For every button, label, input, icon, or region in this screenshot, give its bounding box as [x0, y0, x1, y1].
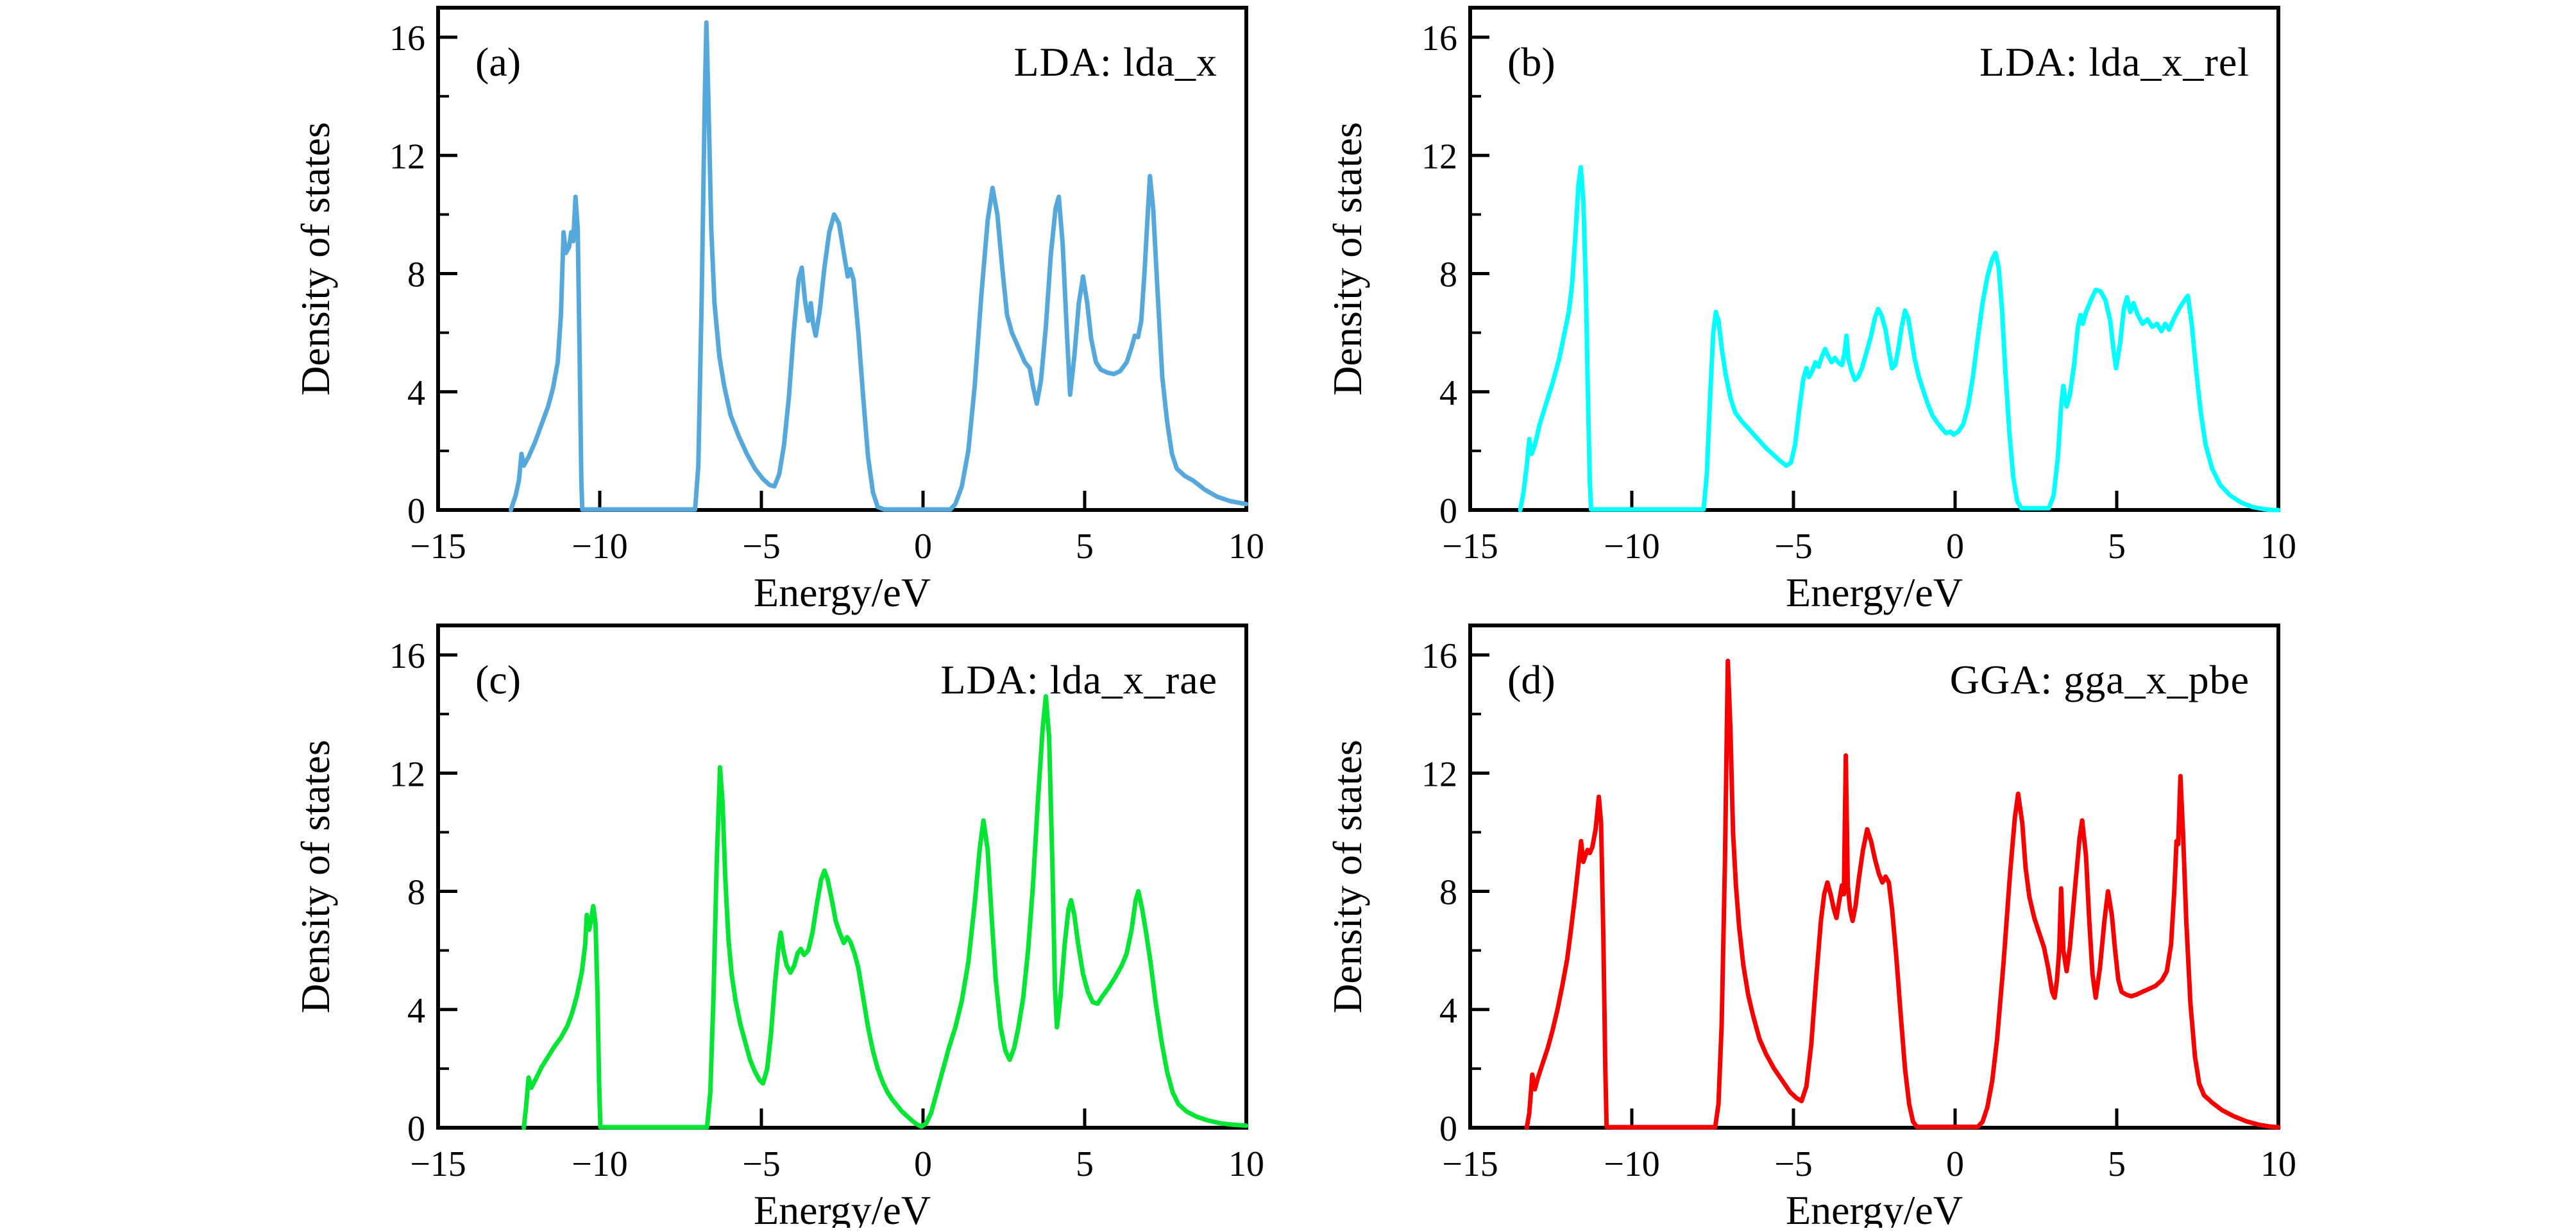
y-tick-label: 0 — [1439, 491, 1457, 531]
x-axis-label: Energy/eV — [1786, 570, 1963, 615]
x-tick-label: 0 — [1946, 527, 1964, 566]
y-tick-label: 8 — [407, 873, 425, 913]
y-tick-label: 12 — [1421, 137, 1457, 176]
x-tick-label: −5 — [1774, 1144, 1813, 1184]
y-tick-label: 12 — [1421, 754, 1457, 794]
dos-curve-lda_x_rae — [521, 694, 1249, 1130]
x-tick-label: 0 — [1946, 1144, 1964, 1184]
x-tick-label: 0 — [914, 527, 932, 566]
x-tick-label: 10 — [2260, 527, 2296, 566]
x-tick-label: 10 — [1228, 527, 1264, 566]
method-label: LDA: lda_x_rel — [1979, 39, 2250, 85]
y-tick-label: 0 — [1439, 1109, 1457, 1149]
y-tick-label: 16 — [1421, 636, 1457, 676]
method-label: LDA: lda_x — [1014, 39, 1218, 85]
y-tick-label: 0 — [407, 491, 425, 531]
y-axis-label: Density of states — [292, 740, 338, 1014]
x-tick-label: −10 — [572, 1144, 628, 1184]
x-tick-label: −15 — [410, 527, 466, 566]
panel-c: −15 −10 −5 0 5 10 0 4 8 12 16 (c) LDA: lda_x_rae Ener… — [292, 624, 1264, 1231]
x-tick-label: −15 — [1442, 527, 1498, 566]
x-tick-label: −10 — [1604, 1144, 1660, 1184]
y-tick-label: 4 — [407, 991, 425, 1031]
x-tick-label: 5 — [2108, 527, 2126, 566]
y-tick-label: 4 — [407, 373, 425, 413]
x-axis-label: Energy/eV — [754, 1187, 931, 1228]
y-tick-label: 12 — [389, 137, 425, 176]
y-tick-label: 16 — [1421, 19, 1457, 58]
y-tick-label: 16 — [389, 19, 425, 58]
y-tick-label: 12 — [389, 754, 425, 794]
y-tick-label: 4 — [1439, 373, 1457, 413]
y-tick-label: 4 — [1439, 991, 1457, 1031]
y-tick-label: 8 — [407, 255, 425, 295]
dos-curve-lda_x — [508, 20, 1249, 513]
panel-letter: (c) — [475, 657, 521, 702]
x-tick-label: 10 — [1228, 1144, 1264, 1184]
x-axis-label: Energy/eV — [1786, 1187, 1963, 1228]
method-label: GGA: gga_x_pbe — [1950, 657, 2250, 702]
x-tick-label: −5 — [742, 527, 781, 566]
x-tick-label: −15 — [410, 1144, 466, 1184]
plot-frame — [1468, 6, 2280, 512]
plot-frame — [1468, 624, 2280, 1130]
x-tick-label: 5 — [1076, 527, 1094, 566]
x-tick-label: 10 — [2260, 1144, 2296, 1184]
method-label: LDA: lda_x_rae — [940, 657, 1217, 702]
panel-d: −15 −10 −5 0 5 10 0 4 8 12 16 (d) GGA: gga_x_pbe Ener… — [1325, 624, 2296, 1231]
y-axis-label: Density of states — [1325, 740, 1370, 1014]
dos-curve-lda_x_rel — [1518, 165, 2281, 513]
x-tick-label: 0 — [914, 1144, 932, 1184]
panel-a: −15 −10 −5 0 5 10 0 4 8 12 16 (a) LDA: lda_x Energy/e… — [292, 6, 1264, 615]
dos-curve-gga_x_pbe — [1524, 658, 2281, 1130]
y-axis-label: Density of states — [1325, 122, 1370, 396]
x-tick-label: −5 — [742, 1144, 781, 1184]
panel-letter: (a) — [475, 39, 521, 85]
plot-frame — [436, 624, 1248, 1130]
panel-b: −15 −10 −5 0 5 10 0 4 8 12 16 (b) LDA: lda_x_rel Ener… — [1325, 6, 2296, 615]
plot-frame — [436, 6, 1248, 512]
y-tick-label: 0 — [407, 1109, 425, 1149]
x-tick-label: 5 — [1076, 1144, 1094, 1184]
x-tick-label: −5 — [1774, 527, 1813, 566]
y-axis-label: Density of states — [292, 122, 338, 396]
y-tick-label: 8 — [1439, 255, 1457, 295]
y-tick-label: 8 — [1439, 873, 1457, 913]
y-tick-label: 16 — [389, 636, 425, 676]
panel-letter: (b) — [1507, 39, 1555, 85]
panel-letter: (d) — [1507, 657, 1555, 702]
x-tick-label: −10 — [1604, 527, 1660, 566]
x-axis-label: Energy/eV — [754, 570, 931, 615]
x-tick-label: 5 — [2108, 1144, 2126, 1184]
x-tick-label: −10 — [572, 527, 628, 566]
x-tick-label: −15 — [1442, 1144, 1498, 1184]
